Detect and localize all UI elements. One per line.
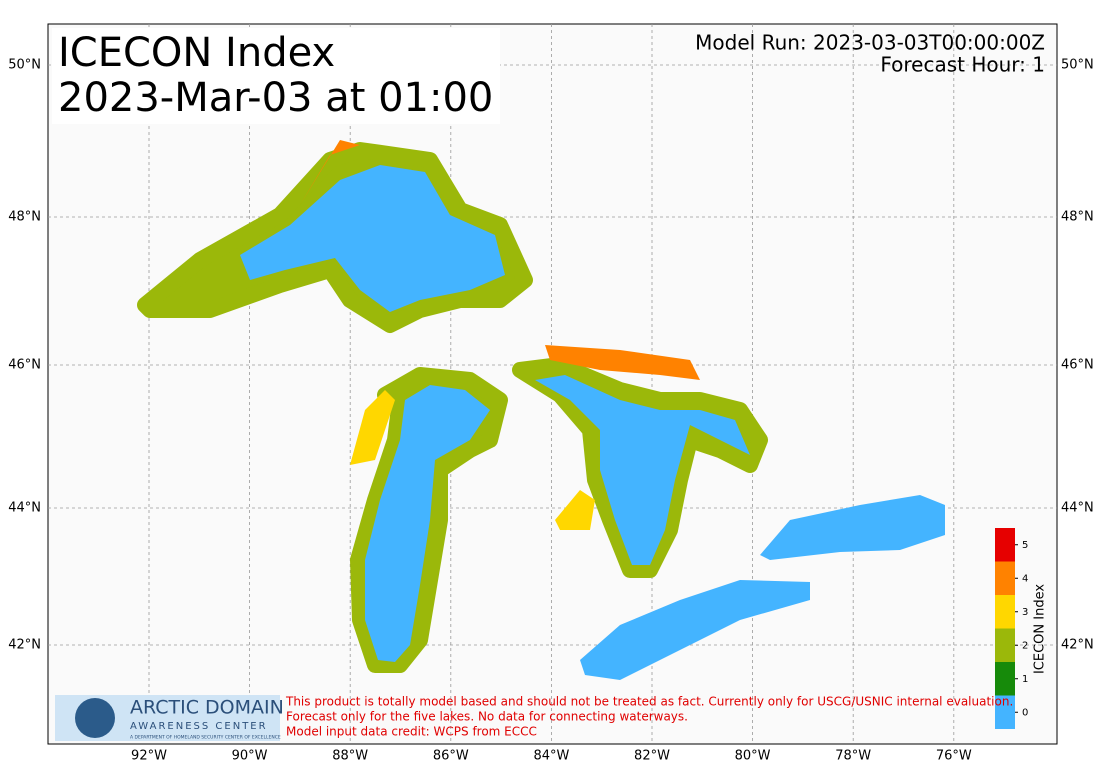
lat-label: 42°N: [1061, 638, 1094, 653]
lat-label: 48°N: [8, 210, 41, 225]
lat-label: 44°N: [8, 501, 41, 516]
disclaimer: This product is totally model based and …: [285, 695, 1013, 709]
colorbar-label: 0: [1022, 707, 1028, 718]
lat-label: 50°N: [1061, 58, 1094, 73]
lon-label: 90°W: [232, 749, 268, 764]
lat-label: 46°N: [8, 358, 41, 373]
logo-globe: [75, 698, 115, 738]
model-run: Model Run: 2023-03-03T00:00:00Z: [695, 31, 1045, 55]
logo-subtitle: AWARENESS CENTER: [130, 721, 268, 732]
colorbar-title: ICECON Index: [1033, 584, 1048, 674]
colorbar-label: 3: [1022, 607, 1028, 618]
colorbar-segment: [995, 528, 1015, 562]
lat-label: 50°N: [8, 58, 41, 73]
colorbar-segment: [995, 561, 1015, 595]
lake-ontario: [760, 495, 945, 560]
lon-label: 92°W: [131, 749, 167, 764]
colorbar: 0 1 2 3 4 5: [995, 528, 1028, 729]
title-background: [52, 28, 500, 124]
logo-caption: A DEPARTMENT OF HOMELAND SECURITY CENTER…: [130, 735, 281, 741]
lon-label: 82°W: [634, 749, 670, 764]
colorbar-segment: [995, 595, 1015, 629]
lon-label: 78°W: [835, 749, 871, 764]
lon-label: 88°W: [332, 749, 368, 764]
disclaimer: Model input data credit: WCPS from ECCC: [286, 725, 537, 739]
lake-huron-water: [535, 375, 750, 565]
lon-label: 84°W: [533, 749, 569, 764]
lake-superior-water: [240, 165, 505, 312]
colorbar-segment: [995, 695, 1015, 729]
colorbar-label: 4: [1022, 573, 1028, 584]
ice-moderate: [350, 390, 395, 465]
ice-moderate: [555, 490, 595, 530]
lat-label: 46°N: [1061, 358, 1094, 373]
colorbar-label: 2: [1022, 640, 1028, 651]
logo-title: ARCTIC DOMAIN: [130, 697, 284, 719]
lon-label: 76°W: [936, 749, 972, 764]
disclaimer: Forecast only for the five lakes. No dat…: [286, 710, 688, 724]
subtitle: 2023-Mar-03 at 01:00: [58, 75, 493, 121]
lake-michigan-water: [365, 385, 490, 662]
colorbar-segment: [995, 628, 1015, 662]
lon-label: 86°W: [433, 749, 469, 764]
colorbar-label: 5: [1022, 540, 1028, 551]
ice-high: [545, 345, 700, 380]
lon-label: 80°W: [735, 749, 771, 764]
lakes: [137, 140, 945, 680]
lat-label: 44°N: [1061, 501, 1094, 516]
ice-high: [300, 140, 360, 205]
forecast-hour: Forecast Hour: 1: [880, 53, 1045, 77]
colorbar-segment: [995, 662, 1015, 696]
lat-label: 48°N: [1061, 210, 1094, 225]
lat-label: 42°N: [8, 638, 41, 653]
lake-erie: [580, 580, 810, 680]
title: ICECON Index: [58, 30, 335, 76]
colorbar-label: 1: [1022, 674, 1028, 685]
